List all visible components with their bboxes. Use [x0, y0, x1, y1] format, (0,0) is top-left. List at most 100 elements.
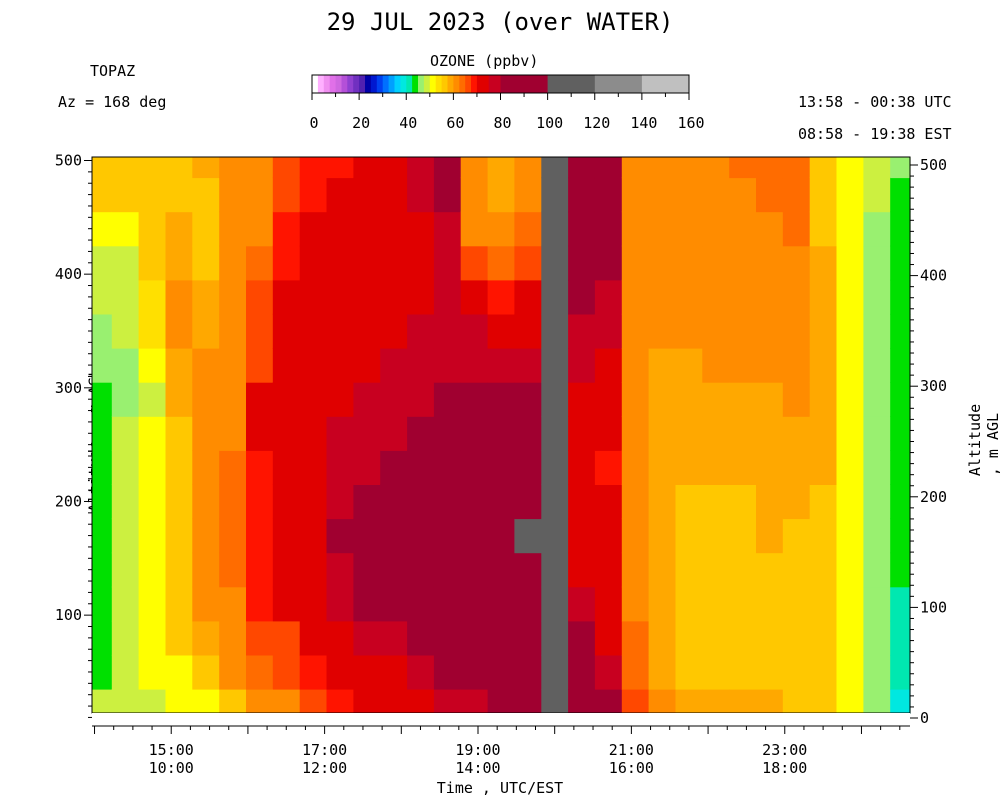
heatmap-cell [729, 416, 757, 451]
heatmap-cell [514, 211, 542, 247]
heatmap-cell [568, 382, 596, 417]
heatmap-cell [92, 313, 113, 349]
heatmap-cell [729, 654, 757, 690]
heatmap-cell [594, 245, 623, 281]
heatmap-cell [138, 518, 166, 554]
heatmap-cell [675, 552, 703, 588]
heatmap-cell [487, 157, 515, 179]
heatmap-cell [594, 279, 623, 315]
heatmap-cell [863, 177, 891, 213]
heatmap-cell [621, 157, 650, 179]
colorbar-tick-label: 160 [677, 114, 704, 132]
heatmap-cell [648, 518, 676, 554]
heatmap-cell [756, 157, 784, 179]
heatmap-cell [675, 654, 703, 690]
heatmap-cell [756, 177, 784, 213]
heatmap-cell [782, 348, 811, 383]
heatmap-cell [729, 177, 757, 213]
heatmap-cell [568, 177, 596, 213]
heatmap-cell [138, 313, 166, 349]
heatmap-cell [380, 382, 408, 417]
heatmap-cell [487, 484, 515, 520]
y-tick-label-right: 400 [920, 267, 947, 285]
heatmap-cell [433, 177, 462, 213]
heatmap-cell [272, 552, 301, 588]
heatmap-cell [514, 416, 542, 451]
heatmap-cell [246, 416, 274, 451]
heatmap-cell [326, 211, 354, 247]
heatmap-cell [165, 450, 193, 485]
heatmap-cell [863, 552, 891, 588]
heatmap-cell [541, 313, 569, 349]
heatmap-cell [192, 382, 220, 417]
heatmap-cell [514, 484, 542, 520]
heatmap-cell [729, 313, 757, 349]
heatmap-cell [380, 450, 408, 485]
heatmap-cell [809, 689, 838, 714]
heatmap-cell [675, 620, 703, 656]
heatmap-cell [541, 382, 569, 417]
heatmap-cell [809, 245, 838, 281]
heatmap-cell [648, 382, 676, 417]
heatmap-cell [514, 279, 542, 315]
heatmap-cell [756, 518, 784, 554]
heatmap-cell [165, 382, 193, 417]
heatmap-cell [836, 586, 864, 622]
heatmap-cell [138, 450, 166, 485]
heatmap-cell [594, 586, 623, 622]
heatmap-cell [460, 654, 489, 690]
x-tick-label-utc: 23:00 [762, 741, 807, 759]
heatmap-cell [809, 157, 838, 179]
heatmap-cell [246, 313, 274, 349]
heatmap-cell [219, 211, 247, 247]
heatmap-cell [299, 518, 328, 554]
x-tick-label-est: 10:00 [149, 759, 194, 777]
heatmap-cell [621, 689, 650, 714]
colorbar-bin [406, 75, 413, 93]
heatmap-cell [594, 157, 623, 179]
heatmap-cell [111, 484, 140, 520]
heatmap-cell [756, 620, 784, 656]
heatmap-cell [272, 689, 301, 714]
heatmap-cell [541, 416, 569, 451]
heatmap-cell [353, 689, 381, 714]
heatmap-cell [648, 484, 676, 520]
heatmap-cell [890, 416, 911, 451]
heatmap-cell [111, 416, 140, 451]
heatmap-cell [702, 348, 730, 383]
heatmap-cell [782, 689, 811, 714]
heatmap-cell [299, 552, 328, 588]
heatmap-cell [272, 279, 301, 315]
heatmap-cell [165, 157, 193, 179]
colorbar-bin [382, 75, 389, 93]
heatmap-cell [648, 552, 676, 588]
heatmap-cell [675, 689, 703, 714]
heatmap-cell [568, 416, 596, 451]
heatmap-cell [809, 620, 838, 656]
x-tick-label-est: 12:00 [302, 759, 347, 777]
heatmap-cell [433, 279, 462, 315]
heatmap-cell [92, 450, 113, 485]
heatmap-cell [272, 313, 301, 349]
heatmap-cell [192, 157, 220, 179]
heatmap-cell [621, 211, 650, 247]
heatmap-cell [863, 313, 891, 349]
heatmap-cell [487, 279, 515, 315]
heatmap-cell [272, 518, 301, 554]
heatmap-cell [890, 450, 911, 485]
heatmap-cell [782, 620, 811, 656]
heatmap-cell [460, 279, 489, 315]
x-tick-label-utc: 15:00 [149, 741, 194, 759]
heatmap-cell [246, 177, 274, 213]
heatmap-cell [836, 689, 864, 714]
heatmap-cell [219, 518, 247, 554]
heatmap-cell [219, 552, 247, 588]
heatmap-cell [460, 313, 489, 349]
heatmap-cell [541, 157, 569, 179]
heatmap-cell [756, 416, 784, 451]
heatmap-cell [541, 245, 569, 281]
colorbar-tick-label: 60 [446, 114, 464, 132]
colorbar-bin [447, 75, 454, 93]
heatmap-cell [138, 245, 166, 281]
heatmap-cell [407, 177, 435, 213]
